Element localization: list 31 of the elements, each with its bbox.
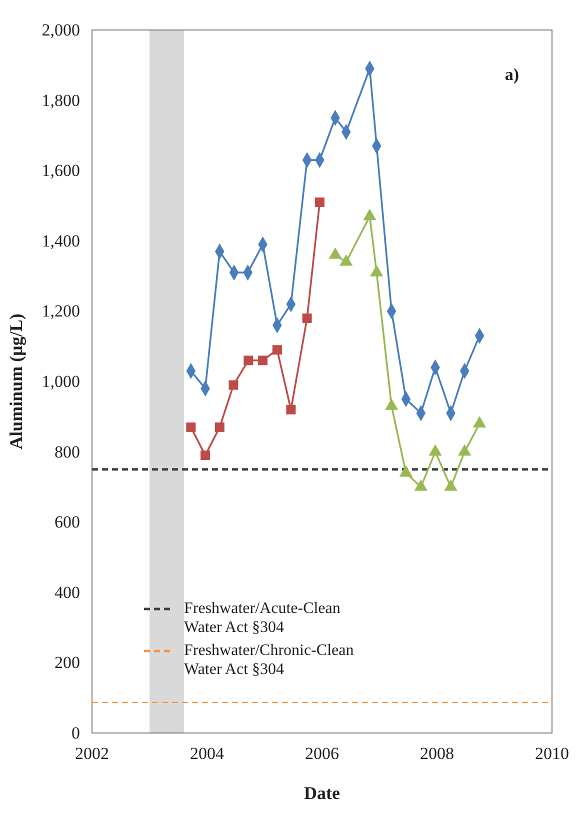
y-tick-label: 1,400: [42, 231, 80, 250]
y-tick-label: 800: [54, 442, 80, 462]
point: [244, 356, 254, 366]
y-tick-label: 1,000: [42, 372, 80, 391]
point: [272, 345, 282, 355]
y-tick-label: 1,800: [42, 90, 80, 110]
y-tick-label: 200: [54, 653, 80, 672]
point: [286, 404, 296, 414]
y-tick-label: 600: [54, 512, 80, 532]
y-axis-title: Aluminum (μg/L): [6, 314, 26, 450]
y-tick-label: 1,600: [42, 161, 80, 180]
point: [200, 450, 210, 460]
y-tick-label: 0: [72, 723, 80, 742]
point: [228, 380, 238, 390]
legend-label: Freshwater/Acute-Clean Water Act §304: [184, 600, 340, 636]
point: [302, 313, 312, 323]
x-tick-label: 2006: [305, 744, 339, 764]
annotation: a): [504, 65, 520, 84]
point: [214, 422, 224, 432]
x-tick-label: 2010: [535, 744, 569, 764]
y-tick-label: 400: [54, 582, 80, 602]
x-tick-label: 2004: [190, 744, 224, 764]
x-tick-label: 2002: [75, 744, 109, 764]
point: [186, 422, 196, 432]
point: [314, 197, 324, 207]
y-tick-label: 1,200: [42, 302, 80, 321]
y-tick-label: 2,000: [42, 20, 80, 40]
x-axis-title: Date: [304, 783, 340, 803]
point: [258, 356, 268, 366]
legend-label: Freshwater/Chronic-Clean Water Act §304: [184, 642, 354, 678]
x-tick-label: 2008: [420, 744, 454, 764]
